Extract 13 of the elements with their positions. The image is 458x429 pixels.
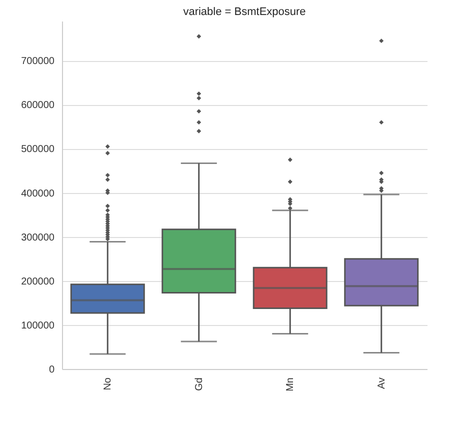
y-tick-label: 400000 [21, 188, 55, 200]
y-tick-label: 500000 [21, 144, 55, 156]
x-tick-label: Mn [285, 378, 296, 392]
x-tick-label: Gd [194, 378, 205, 391]
y-tick-label: 700000 [21, 56, 55, 68]
x-tick-label: No [102, 377, 114, 390]
y-tick-label: 600000 [21, 100, 55, 112]
y-tick-label: 0 [48, 364, 55, 376]
y-tick-label: 100000 [21, 320, 55, 332]
y-tick-label: 300000 [21, 232, 55, 244]
y-tick-label: 200000 [21, 276, 55, 288]
chart-title: variable = BsmtExposure [183, 6, 306, 18]
x-tick-label: Av [376, 378, 388, 389]
